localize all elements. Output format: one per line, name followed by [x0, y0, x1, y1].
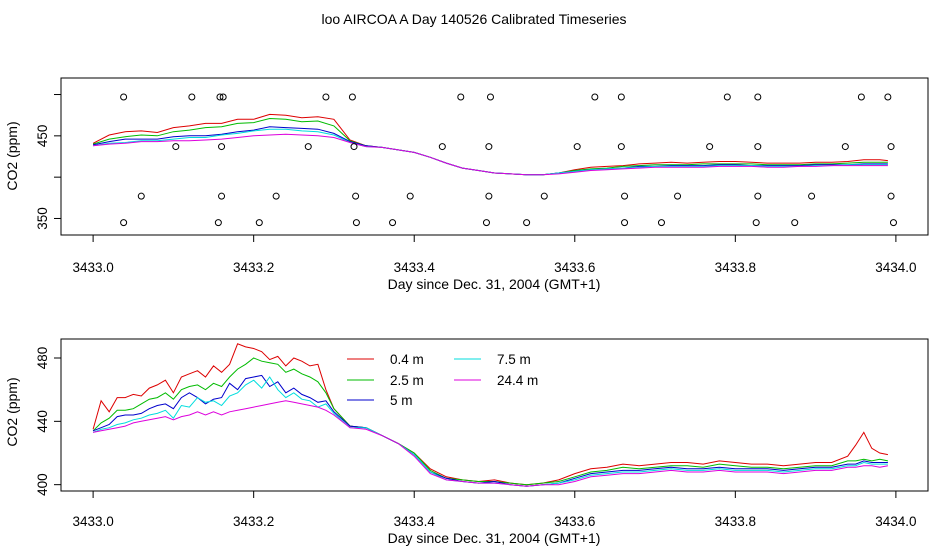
scatter-point	[617, 143, 625, 151]
scatter-point	[255, 219, 263, 227]
scatter-point	[889, 219, 897, 227]
scatter-point	[573, 143, 581, 151]
panel-top-series	[92, 113, 888, 176]
panel-bottom-series	[92, 343, 888, 487]
series-line-2-5-m	[92, 357, 888, 486]
scatter-point	[621, 219, 629, 227]
panel-top: 3433.0 3433.2 3433.4 3433.6 3433.8 3434.0 350 4…	[4, 77, 929, 292]
scatter-point	[485, 192, 493, 200]
scatter-point	[857, 93, 865, 101]
panel-bottom: 3433.0 3433.2 3433.4 3433.6 3433.8 3434.0 400 4…	[4, 338, 929, 546]
panel-bottom-ticks: 3433.0 3433.2 3433.4 3433.6 3433.8 3434.0 400 4…	[35, 347, 917, 529]
scatter-point	[188, 93, 196, 101]
scatter-point	[219, 93, 227, 101]
series-line-24-4-m	[93, 133, 888, 176]
scatter-point	[887, 192, 895, 200]
scatter-point	[523, 219, 531, 227]
scatter-point	[457, 93, 465, 101]
scatter-point	[791, 219, 799, 227]
scatter-point	[348, 93, 356, 101]
x-tick-label: 3433.8	[715, 260, 756, 275]
scatter-point	[591, 93, 599, 101]
scatter-point	[406, 192, 414, 200]
scatter-point	[304, 143, 312, 151]
legend-label: 7.5 m	[497, 352, 531, 367]
x-tick-label: 3433.0	[72, 260, 113, 275]
legend-label: 24.4 m	[497, 373, 538, 388]
panel-top-ylabel: CO2 (ppm)	[4, 121, 20, 190]
scatter-point	[754, 143, 762, 151]
panel-bottom-xlabel: Day since Dec. 31, 2004 (GMT+1)	[388, 530, 601, 546]
scatter-point	[218, 143, 226, 151]
scatter-point	[438, 143, 446, 151]
x-tick-label: 3433.2	[233, 260, 274, 275]
panel-bottom-ylabel: CO2 (ppm)	[4, 377, 20, 446]
scatter-point	[322, 93, 330, 101]
panel-bottom-frame	[60, 338, 929, 492]
scatter-point	[754, 192, 762, 200]
scatter-point	[754, 93, 762, 101]
series-line-7-5-m	[93, 128, 888, 176]
scatter-point	[485, 143, 493, 151]
series-line-24-4-m	[93, 400, 888, 487]
scatter-point	[887, 143, 895, 151]
scatter-point	[752, 219, 760, 227]
panel-top-ticks: 3433.0 3433.2 3433.4 3433.6 3433.8 3434.0 350 4…	[35, 94, 917, 275]
scatter-point	[389, 219, 397, 227]
scatter-point	[120, 219, 128, 227]
series-line-5-m	[92, 374, 888, 487]
scatter-point	[841, 143, 849, 151]
panel-top-points	[120, 93, 897, 227]
scatter-point	[723, 93, 731, 101]
x-tick-label: 3434.0	[875, 260, 916, 275]
scatter-point	[216, 93, 224, 101]
scatter-point	[657, 219, 665, 227]
x-tick-label: 3433.8	[715, 514, 756, 529]
scatter-point	[482, 219, 490, 227]
y-tick-label: 480	[35, 347, 50, 370]
y-tick-label: 350	[35, 207, 50, 230]
x-tick-label: 3433.4	[394, 514, 436, 529]
x-tick-label: 3433.2	[233, 514, 274, 529]
scatter-point	[120, 93, 128, 101]
series-line-0-4-m	[92, 343, 888, 486]
panel-top-frame	[60, 77, 929, 236]
x-tick-label: 3433.4	[394, 260, 436, 275]
scatter-point	[272, 192, 280, 200]
series-line-7-5-m	[92, 376, 888, 487]
scatter-point	[674, 192, 682, 200]
scatter-point	[218, 192, 226, 200]
scatter-point	[706, 143, 714, 151]
x-tick-label: 3433.6	[554, 260, 595, 275]
x-tick-label: 3433.0	[72, 514, 113, 529]
scatter-point	[808, 192, 816, 200]
legend-label: 2.5 m	[390, 373, 424, 388]
y-tick-label: 450	[35, 125, 50, 148]
x-tick-label: 3434.0	[875, 514, 916, 529]
scatter-point	[137, 192, 145, 200]
scatter-point	[172, 143, 180, 151]
panel-top-xlabel: Day since Dec. 31, 2004 (GMT+1)	[388, 276, 601, 292]
scatter-point	[350, 143, 358, 151]
scatter-point	[486, 93, 494, 101]
scatter-point	[617, 93, 625, 101]
y-tick-label: 440	[35, 410, 50, 433]
legend-label: 0.4 m	[390, 352, 424, 367]
scatter-point	[352, 219, 360, 227]
scatter-point	[540, 192, 548, 200]
chart-title: loo AIRCOA A Day 140526 Calibrated Times…	[321, 11, 626, 27]
legend-label: 5 m	[390, 393, 413, 408]
legend: 0.4 m 2.5 m 5 m 7.5 m 24.4 m	[347, 352, 538, 408]
scatter-point	[884, 93, 892, 101]
scatter-point	[621, 192, 629, 200]
y-tick-label: 400	[35, 473, 50, 496]
scatter-point	[214, 219, 222, 227]
scatter-point	[352, 192, 360, 200]
x-tick-label: 3433.6	[554, 514, 595, 529]
